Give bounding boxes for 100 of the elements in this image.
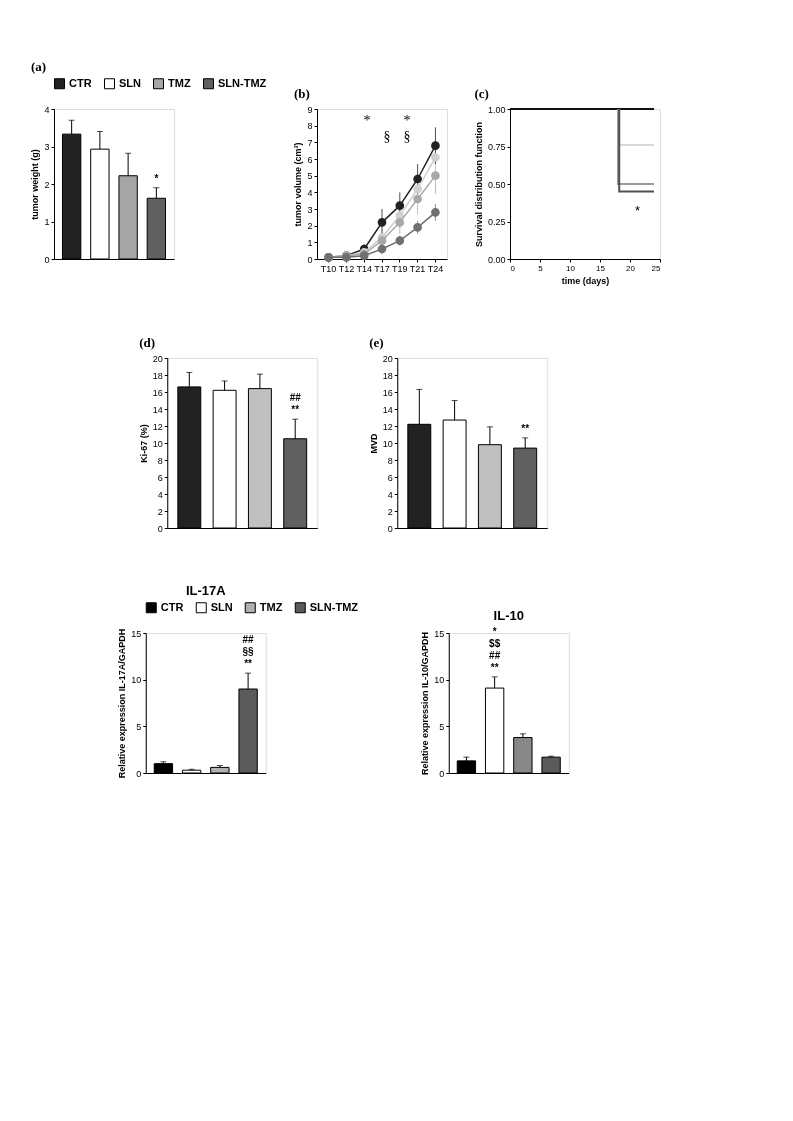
x-tick-label: T10 (320, 263, 337, 274)
y-tick-label: 6 (307, 154, 313, 165)
y-tick-label: 1.00 (487, 104, 506, 115)
y-axis-title: tumor weight (g) (30, 149, 41, 220)
y-tick-label: 10 (152, 438, 163, 449)
annotation: ## (489, 649, 501, 661)
y-tick-label: 0.50 (487, 179, 506, 190)
y-tick-label: 0 (387, 523, 393, 534)
y-axis-title: Relative expression IL-17A/GAPDH (117, 628, 128, 779)
y-axis-title: Survival distribution function (473, 121, 484, 248)
chart-title: (d) (139, 335, 156, 350)
x-tick-label: T12 (338, 263, 355, 274)
annotation: * (492, 625, 497, 637)
x-tick-label: 25 (651, 263, 662, 273)
y-tick-label: 5 (307, 171, 313, 182)
y-axis-title: tumor volume (cm³) (293, 142, 304, 227)
annotation: § (403, 129, 411, 144)
y-axis-title: MVD (368, 433, 379, 454)
y-tick-label: 4 (44, 104, 50, 115)
x-tick-label: 5 (538, 263, 544, 273)
legend-label: TMZ (259, 600, 283, 613)
annotation: ** (490, 661, 499, 673)
legend-label: SLN (119, 76, 142, 89)
y-tick-label: 0 (307, 254, 313, 265)
chart-title: IL-17A (185, 583, 227, 598)
y-tick-label: 14 (152, 404, 163, 415)
y-tick-label: 5 (439, 721, 445, 732)
x-axis-title: time (days) (561, 275, 610, 286)
x-tick-label: T19 (392, 263, 408, 274)
annotation: §§ (242, 646, 255, 658)
annotation: ** (521, 422, 530, 434)
x-tick-label: 10 (566, 263, 576, 273)
annotation: ** (291, 404, 300, 416)
y-tick-label: 10 (434, 675, 445, 686)
chart-title: (c) (474, 86, 489, 101)
legend-label: CTR (160, 600, 184, 613)
y-tick-label: 16 (152, 387, 163, 398)
y-axis-title: Ki-67 (%) (138, 424, 149, 463)
y-tick-label: 0.75 (487, 142, 506, 152)
y-tick-label: 15 (131, 628, 142, 639)
y-tick-label: 0 (44, 254, 50, 265)
y-tick-label: 4 (387, 489, 393, 500)
x-tick-label: 20 (626, 263, 636, 273)
y-axis-title: Relative expression IL-10/GAPDH (420, 631, 431, 776)
chart-title: (b) (293, 86, 310, 101)
y-tick-label: 12 (152, 421, 163, 432)
y-tick-label: 15 (434, 628, 445, 639)
chart-title: (e) (369, 335, 384, 350)
y-tick-label: 7 (307, 137, 313, 148)
y-tick-label: 6 (157, 472, 163, 483)
y-tick-label: 12 (382, 421, 393, 432)
legend-label: SLN (210, 600, 233, 613)
x-tick-label: 0 (510, 263, 516, 273)
annotation: * (363, 113, 371, 128)
legend-label: TMZ (168, 76, 191, 89)
y-tick-label: 0.25 (487, 217, 506, 227)
x-tick-label: T21 (409, 263, 426, 274)
annotation: * (403, 113, 411, 128)
y-tick-label: 10 (382, 438, 393, 449)
y-tick-label: 2 (44, 179, 50, 190)
y-tick-label: 18 (152, 370, 163, 381)
y-tick-label: 6 (387, 472, 393, 483)
y-tick-label: 9 (307, 104, 313, 115)
x-tick-label: 15 (596, 263, 606, 273)
y-tick-label: 18 (382, 370, 393, 381)
y-tick-label: 4 (157, 489, 163, 500)
y-tick-label: 0 (136, 768, 142, 779)
annotation: § (383, 129, 391, 144)
annotation: * (634, 203, 641, 218)
y-tick-label: 8 (307, 121, 313, 132)
x-tick-label: T14 (356, 263, 372, 274)
y-tick-label: 14 (382, 404, 393, 415)
y-tick-label: 2 (157, 506, 163, 517)
y-tick-label: 8 (387, 455, 393, 466)
y-tick-label: 0.00 (487, 254, 506, 265)
x-tick-label: T24 (427, 263, 444, 274)
y-tick-label: 20 (152, 353, 163, 364)
legend-label: SLN-TMZ (218, 76, 267, 89)
y-tick-label: 10 (131, 675, 142, 686)
y-tick-label: 8 (157, 455, 163, 466)
y-tick-label: 2 (307, 221, 313, 232)
y-tick-label: 5 (136, 721, 142, 732)
y-tick-label: 0 (439, 768, 445, 779)
y-tick-label: 3 (307, 204, 313, 215)
annotation: ** (244, 658, 253, 670)
x-tick-label: T17 (374, 263, 390, 274)
y-tick-label: 2 (387, 506, 393, 517)
annotation: $$ (489, 637, 501, 649)
legend-label: CTR (69, 76, 92, 89)
y-tick-label: 1 (307, 237, 313, 248)
y-tick-label: 0 (157, 523, 163, 534)
y-tick-label: 16 (382, 387, 393, 398)
y-tick-label: 3 (44, 142, 50, 152)
annotation: ## (289, 392, 302, 404)
y-tick-label: 20 (382, 353, 393, 364)
chart-title: IL-10 (493, 607, 524, 623)
legend-label: SLN-TMZ (309, 600, 359, 613)
annotation: ## (242, 634, 255, 646)
annotation: * (154, 172, 159, 184)
chart-title: (a) (30, 59, 47, 74)
